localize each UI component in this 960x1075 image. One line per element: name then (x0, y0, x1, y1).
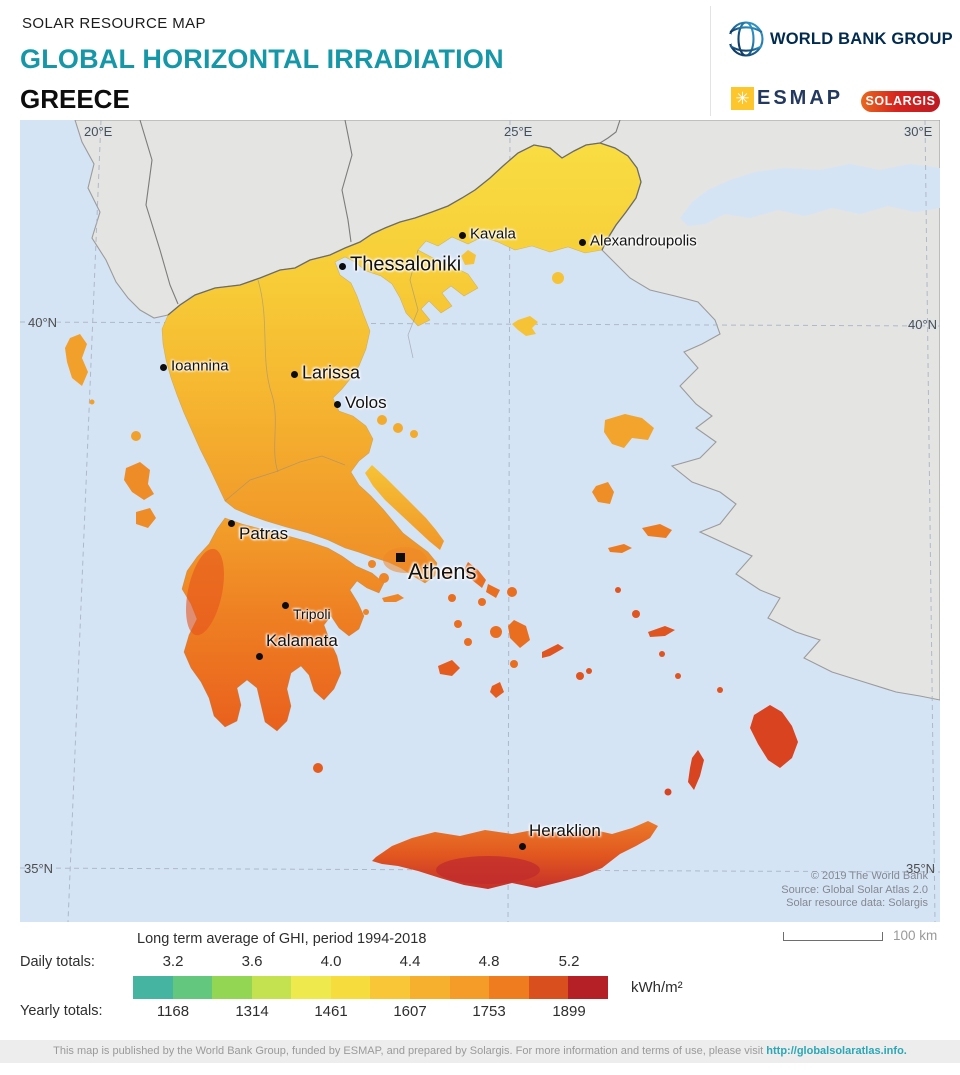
world-bank-wordmark: WORLD BANK GROUP (770, 30, 953, 48)
footer-bar: This map is published by the World Bank … (0, 1040, 960, 1063)
legend-unit: kWh/m² (631, 979, 683, 996)
legend-colorbar (133, 976, 608, 999)
city-marker (291, 371, 298, 378)
city-marker (334, 401, 341, 408)
lon-label-20e: 20°E (84, 124, 113, 139)
yearly-value: 1314 (235, 1003, 269, 1020)
city-marker (256, 653, 263, 660)
attribution-line: Solar resource data: Solargis (786, 897, 928, 909)
footer-link[interactable]: http://globalsolaratlas.info. (766, 1045, 907, 1057)
page-kicker: SOLAR RESOURCE MAP (22, 15, 206, 32)
greece-map-svg (20, 120, 940, 922)
country-title: GREECE (20, 84, 130, 114)
lat-label-40n-left: 40°N (28, 315, 58, 330)
header-divider (710, 6, 711, 116)
lat-label-35n-left: 35°N (24, 861, 54, 876)
city-label: Athens (408, 559, 477, 584)
lat-label-35n-right: 35°N (906, 861, 936, 876)
legend-daily-label: Daily totals: (20, 954, 95, 970)
globe-icon (726, 21, 764, 57)
city-label: Kavala (470, 225, 516, 243)
esmap-wordmark: ESMAP (757, 87, 844, 109)
daily-value: 3.2 (162, 953, 184, 970)
city-label: Kalamata (266, 631, 338, 650)
yearly-value: 1753 (472, 1003, 506, 1020)
daily-value: 4.4 (399, 953, 421, 970)
daily-value: 4.0 (320, 953, 342, 970)
city-marker (282, 602, 289, 609)
attribution-line: Source: Global Solar Atlas 2.0 (781, 883, 928, 896)
city-marker (519, 843, 526, 850)
daily-value: 3.6 (241, 953, 263, 970)
city-label: Alexandroupolis (590, 232, 697, 250)
legend-title: Long term average of GHI, period 1994-20… (137, 931, 427, 947)
attribution-line: © 2019 The World Bank (810, 870, 928, 882)
map-canvas: 20°E 25°E 30°E 40°N 40°N 35°N 35°N Thess… (20, 120, 940, 922)
lon-label-30e: 30°E (904, 124, 933, 139)
world-bank-logo: WORLD BANK GROUP (724, 19, 953, 61)
footer-text: This map is published by the World Bank … (53, 1045, 767, 1057)
city-marker (459, 232, 466, 239)
page-title: GLOBAL HORIZONTAL IRRADIATION (20, 44, 504, 74)
scale-label: 100 km (893, 928, 938, 943)
city-marker (579, 239, 586, 246)
scale-bar (783, 932, 883, 941)
city-label: Volos (345, 393, 387, 412)
city-label: Patras (239, 524, 289, 543)
yearly-value: 1168 (156, 1003, 190, 1020)
city-marker (160, 364, 167, 371)
city-label: Tripoli (293, 606, 331, 622)
solargis-badge: SOLARGIS (861, 91, 940, 112)
legend-yearly-label: Yearly totals: (20, 1003, 103, 1019)
city-marker (339, 263, 346, 270)
city-marker (396, 553, 405, 562)
daily-value: 4.8 (478, 953, 500, 970)
map-attribution: © 2019 The World Bank Source: Global Sol… (781, 870, 928, 911)
city-label: Heraklion (529, 821, 601, 840)
lat-label-40n-right: 40°N (908, 317, 938, 332)
city-marker (228, 520, 235, 527)
yearly-value: 1461 (314, 1003, 348, 1020)
daily-value: 5.2 (558, 953, 580, 970)
city-label: Larissa (302, 362, 361, 383)
yearly-value: 1899 (552, 1003, 586, 1020)
city-label: Thessaloniki (350, 253, 462, 276)
city-label: Ioannina (171, 357, 229, 375)
lon-label-25e: 25°E (504, 124, 533, 139)
esmap-sun-icon: ✳ (731, 87, 754, 110)
yearly-value: 1607 (393, 1003, 427, 1020)
